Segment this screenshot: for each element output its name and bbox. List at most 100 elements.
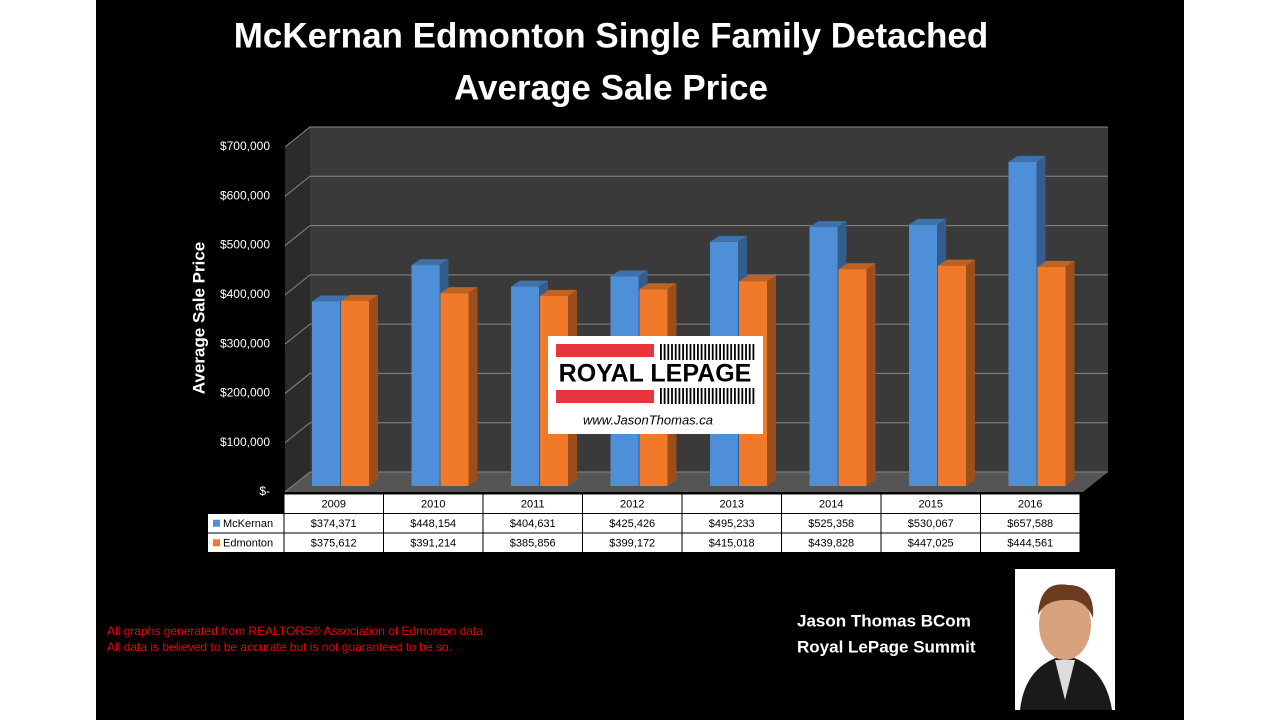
- barcode-line: [734, 344, 736, 360]
- barcode-line: [745, 388, 747, 404]
- barcode-line: [752, 344, 755, 360]
- bar-side: [767, 275, 776, 486]
- barcode-line: [693, 344, 696, 360]
- y-axis-title: Average Sale Price: [189, 242, 208, 394]
- table-value: $404,631: [510, 518, 556, 530]
- barcode-line: [737, 344, 740, 360]
- y-tick-label: $100,000: [220, 435, 270, 449]
- barcode-line: [697, 344, 699, 360]
- y-tick-label: $400,000: [220, 287, 270, 301]
- y-tick-label: $-: [259, 484, 270, 498]
- x-tick-label: 2012: [620, 499, 644, 511]
- barcode-line: [722, 344, 725, 360]
- barcode-line: [685, 388, 688, 404]
- y-tick-label: $500,000: [220, 238, 270, 252]
- barcode-line: [682, 344, 684, 360]
- barcode-line: [704, 344, 707, 360]
- barcode-line: [689, 344, 692, 360]
- barcode-line: [663, 344, 666, 360]
- bar-top: [610, 270, 648, 277]
- bar-top: [1008, 155, 1046, 162]
- barcode-line: [660, 388, 662, 404]
- x-tick-label: 2013: [720, 499, 744, 511]
- bar-top: [909, 218, 946, 225]
- barcode-line: [708, 388, 710, 404]
- barcode-line: [722, 388, 725, 404]
- bar-side: [369, 294, 378, 486]
- barcode-line: [671, 388, 673, 404]
- barcode-line: [730, 344, 733, 360]
- bar-top: [1037, 260, 1075, 267]
- chart-title: Average Sale Price: [454, 68, 768, 107]
- data-table: 2009 $374,371 $375,612 2010 $448,154 $391,214…: [208, 493, 1081, 553]
- x-tick-label: 2016: [1018, 499, 1042, 511]
- bar-top: [639, 283, 677, 290]
- bar-top: [411, 259, 449, 266]
- table-value: $657,588: [1007, 518, 1053, 530]
- logo-url: www.JasonThomas.ca: [583, 412, 713, 427]
- barcode-line: [678, 344, 681, 360]
- bar: [411, 265, 440, 486]
- author-photo: [1015, 569, 1115, 710]
- footnote: All graphs generated from REALTORS® Asso…: [107, 624, 483, 638]
- table-value: $391,214: [410, 538, 456, 550]
- barcode-line: [660, 344, 662, 360]
- table-value: $530,067: [908, 518, 954, 530]
- table-value: $444,561: [1007, 538, 1053, 550]
- footnote: All data is believed to be accurate but …: [107, 640, 452, 654]
- photo-shirt: [1055, 660, 1075, 700]
- legend-swatch: [213, 539, 220, 547]
- barcode-line: [663, 388, 666, 404]
- barcode-line: [685, 344, 688, 360]
- barcode-line: [719, 388, 721, 404]
- barcode-line: [704, 388, 707, 404]
- bar: [312, 301, 340, 486]
- table-value: $425,426: [609, 518, 655, 530]
- logo-stripe: [556, 390, 654, 403]
- barcode-line: [752, 388, 755, 404]
- barcode-line: [737, 388, 740, 404]
- bar-top: [938, 259, 975, 266]
- logo: ROYAL LEPAGE www.JasonThomas.ca: [548, 336, 763, 434]
- table-value: $495,233: [709, 518, 755, 530]
- y-tick-label: $700,000: [220, 139, 270, 153]
- author-company: Royal LePage Summit: [797, 637, 976, 656]
- x-tick-label: 2015: [919, 499, 943, 511]
- barcode-line: [682, 388, 684, 404]
- barcode-line: [730, 388, 733, 404]
- barcode-line: [671, 344, 673, 360]
- barcode-line: [700, 388, 703, 404]
- photo-hair: [1038, 584, 1094, 618]
- floor: [285, 472, 1108, 492]
- bar: [838, 269, 867, 486]
- grid-line: [284, 175, 1108, 197]
- barcode-line: [678, 388, 681, 404]
- y-tick-label: $600,000: [220, 188, 270, 202]
- barcode-line: [700, 344, 703, 360]
- bar: [341, 300, 369, 486]
- barcode-line: [711, 344, 714, 360]
- photo-face: [1039, 590, 1091, 660]
- barcode-line: [745, 344, 747, 360]
- bar-side: [966, 259, 975, 486]
- table-value: $447,025: [908, 538, 954, 550]
- x-tick-label: 2010: [421, 499, 445, 511]
- bar-top: [440, 287, 478, 294]
- bar-top: [809, 221, 847, 228]
- bar-top: [540, 289, 577, 296]
- table-value: $385,856: [510, 538, 556, 550]
- bar-top: [710, 235, 747, 242]
- legend-label: Edmonton: [223, 538, 273, 550]
- logo-barcode: [660, 344, 755, 404]
- barcode-line: [734, 388, 736, 404]
- bar: [809, 227, 838, 487]
- barcode-line: [748, 388, 751, 404]
- barcode-line: [726, 388, 729, 404]
- barcode-line: [715, 344, 718, 360]
- barcode-line: [697, 388, 699, 404]
- table-value: $448,154: [410, 518, 456, 530]
- bar-side: [1065, 260, 1075, 486]
- barcode-line: [741, 344, 744, 360]
- table-value: $399,172: [609, 538, 655, 550]
